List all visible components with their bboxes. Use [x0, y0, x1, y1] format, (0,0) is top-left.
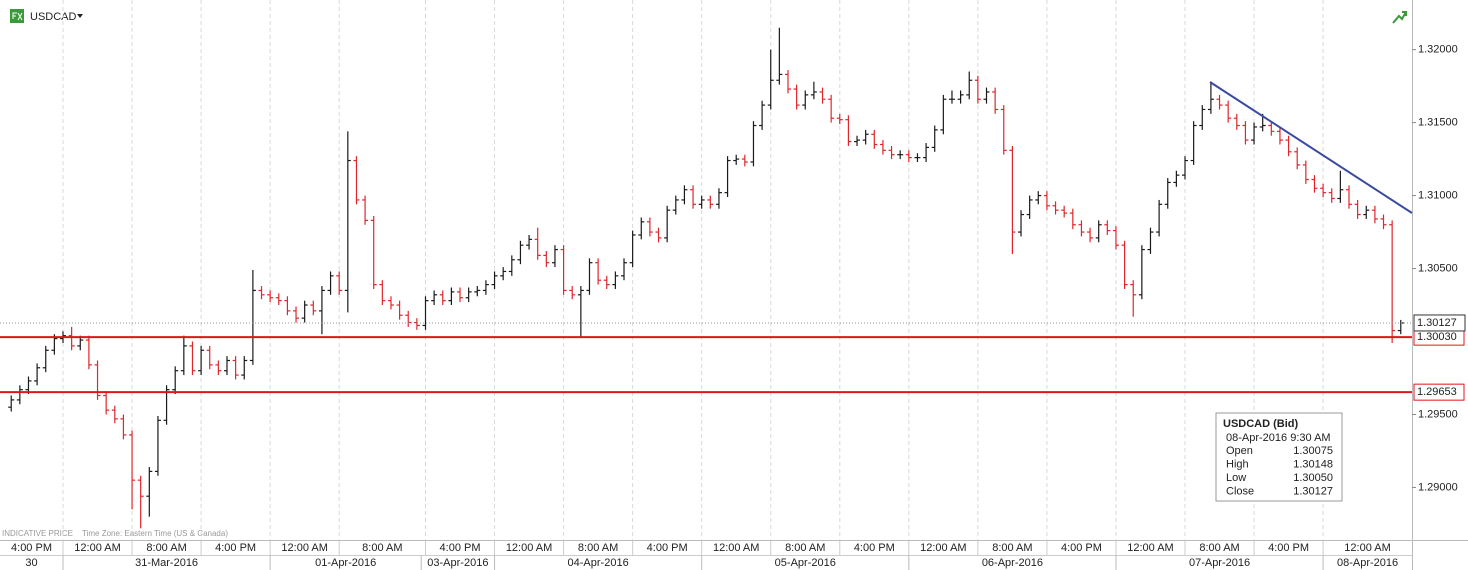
- x-tick-label: 8:00 AM: [1199, 542, 1239, 554]
- y-tick-label: 1.29500: [1418, 408, 1458, 420]
- date-label: 06-Apr-2016: [982, 557, 1043, 569]
- x-tick-label: 4:00 PM: [440, 542, 481, 554]
- dropdown-arrow[interactable]: [77, 14, 83, 18]
- x-tick-label: 8:00 AM: [992, 542, 1032, 554]
- tooltip-value: 1.30075: [1293, 445, 1333, 457]
- tooltip-value: 1.30050: [1293, 472, 1333, 484]
- y-tick-label: 1.29000: [1418, 481, 1458, 493]
- x-tick-label: 12:00 AM: [74, 542, 120, 554]
- x-tick-label: 4:00 PM: [1268, 542, 1309, 554]
- date-label: 01-Apr-2016: [315, 557, 376, 569]
- level-label-box: [1413, 383, 1465, 401]
- x-tick-label: 4:00 PM: [11, 542, 52, 554]
- tooltip-key: Low: [1226, 472, 1246, 484]
- x-tick-label: 8:00 AM: [578, 542, 618, 554]
- y-tick-label: 1.32000: [1418, 44, 1458, 56]
- date-label: 07-Apr-2016: [1189, 557, 1250, 569]
- date-label: 03-Apr-2016: [427, 557, 488, 569]
- tooltip-box: [1215, 412, 1343, 502]
- date-label: 08-Apr-2016: [1337, 557, 1398, 569]
- date-label: 04-Apr-2016: [568, 557, 629, 569]
- x-tick-label: 12:00 AM: [920, 542, 966, 554]
- symbol[interactable]: USDCAD: [30, 11, 77, 23]
- timezone: Time Zone: Eastern Time (US & Canada): [82, 529, 228, 538]
- x-tick-label: 4:00 PM: [215, 542, 256, 554]
- chart-icon[interactable]: [1392, 11, 1407, 24]
- tooltip-key: Close: [1226, 485, 1254, 497]
- x-tick-label: 4:00 PM: [854, 542, 895, 554]
- y-tick-label: 1.31000: [1418, 189, 1458, 201]
- x-tick-label: 8:00 AM: [146, 542, 186, 554]
- tooltip-datetime: 08-Apr-2016 9:30 AM: [1226, 432, 1331, 444]
- x-tick-label: 8:00 AM: [785, 542, 825, 554]
- tooltip-title: USDCAD (Bid): [1223, 418, 1298, 430]
- x-tick-label: 8:00 AM: [362, 542, 402, 554]
- tooltip-key: High: [1226, 458, 1249, 470]
- last-price-box: [1413, 314, 1466, 332]
- level-label: 1.29653: [1417, 386, 1457, 398]
- tooltip-key: Open: [1226, 445, 1253, 457]
- footnote: INDICATIVE PRICE: [2, 529, 73, 538]
- x-tick-label: 12:00 AM: [506, 542, 552, 554]
- date-label: 30: [25, 557, 37, 569]
- x-tick-label: 12:00 AM: [281, 542, 327, 554]
- fx-icon[interactable]: [10, 9, 24, 23]
- y-tick-label: 1.30500: [1418, 262, 1458, 274]
- x-tick-label: 12:00 AM: [1344, 542, 1390, 554]
- tooltip-value: 1.30148: [1293, 458, 1333, 470]
- x-tick-label: 12:00 AM: [713, 542, 759, 554]
- x-tick-label: 4:00 PM: [1061, 542, 1102, 554]
- date-label: 31-Mar-2016: [135, 557, 198, 569]
- last-price-label: 1.30127: [1417, 317, 1457, 329]
- fx-icon-glyph: [12, 12, 23, 21]
- level-label: 1.30030: [1417, 331, 1457, 343]
- y-tick-label: 1.31500: [1418, 117, 1458, 129]
- x-tick-label: 12:00 AM: [1127, 542, 1173, 554]
- x-tick-label: 4:00 PM: [647, 542, 688, 554]
- tooltip-value: 1.30127: [1293, 485, 1333, 497]
- date-label: 05-Apr-2016: [775, 557, 836, 569]
- trend-line: [1209, 81, 1413, 214]
